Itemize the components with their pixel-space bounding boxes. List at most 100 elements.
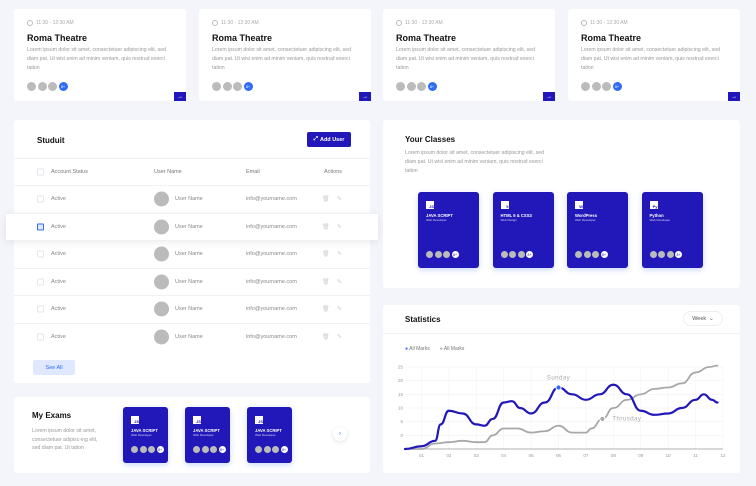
x-tick-label: 03 xyxy=(474,453,480,458)
see-all-button[interactable]: See All xyxy=(33,360,75,375)
avatar-group: 8+ xyxy=(500,251,533,258)
avatar xyxy=(649,251,657,258)
avatar xyxy=(434,251,442,258)
table-row[interactable]: Active User Name info@yourname.com 🗑 ✎ xyxy=(14,295,370,322)
edit-icon[interactable]: ✎ xyxy=(337,279,343,285)
table-row[interactable]: Active User Name info@yourname.com 🗑 ✎ xyxy=(14,240,370,267)
class-card[interactable]: JS JAVA SCRIPT Web Developer 8+ xyxy=(418,192,479,268)
series-line xyxy=(404,364,719,450)
class-card[interactable]: W WordPress Web Developer 8+ xyxy=(567,192,628,268)
exams-title: My Exams xyxy=(32,411,72,420)
event-card[interactable]: 11:30 - 12:30 AM Roma Theatre Lorem ipsu… xyxy=(14,9,186,101)
col-email: Email xyxy=(246,169,260,175)
edit-icon[interactable]: ✎ xyxy=(337,306,343,313)
more-count: 8+ xyxy=(451,251,459,258)
more-count: 8+ xyxy=(612,82,622,91)
row-checkbox[interactable] xyxy=(37,195,44,203)
class-name: JAVA SCRIPT xyxy=(131,428,158,433)
arrow-right-icon: → xyxy=(546,93,552,100)
class-subtitle: Web Developer xyxy=(649,218,671,222)
row-checkbox[interactable] xyxy=(37,250,44,258)
avatar xyxy=(212,82,221,91)
table-row[interactable]: Active User Name info@yourname.com 🗑 ✎ xyxy=(14,322,370,350)
class-card[interactable]: JS JAVA SCRIPT Web Developer 8+ xyxy=(185,407,230,463)
statistics-title: Statistics xyxy=(405,315,441,324)
x-tick-label: 09 xyxy=(638,453,644,458)
data-point xyxy=(599,415,606,423)
avatar-group: 8+ xyxy=(27,82,68,91)
col-actions: Actions xyxy=(324,169,343,175)
table-row[interactable]: Active User Name info@yourname.com 🗑 ✎ xyxy=(14,185,370,212)
next-button[interactable]: › xyxy=(333,427,347,441)
class-subtitle: Web Developer xyxy=(575,218,596,222)
x-tick-label: 08 xyxy=(611,453,617,458)
row-checkbox[interactable] xyxy=(37,278,44,285)
avatar xyxy=(154,219,169,234)
avatar-group: 8+ xyxy=(649,251,682,258)
period-dropdown[interactable]: Week ⌄ xyxy=(683,311,723,326)
delete-icon[interactable]: 🗑 xyxy=(322,251,330,258)
event-text: Lorem ipsum dolor sit amet, consectetuer… xyxy=(212,47,351,71)
js-logo-icon: JS xyxy=(193,416,201,424)
event-card[interactable]: 11:30 - 12:30 AM Roma Theatre Lorem ipsu… xyxy=(383,9,555,101)
col-username: User Name xyxy=(154,169,182,175)
delete-icon[interactable]: 🗑 xyxy=(322,224,330,230)
open-event-button[interactable]: → xyxy=(728,92,740,101)
delete-icon[interactable]: 🗑 xyxy=(322,334,330,340)
arrow-right-icon: → xyxy=(731,93,737,100)
class-subtitle: Web Developer xyxy=(255,433,276,437)
row-checkbox[interactable] xyxy=(37,223,44,230)
x-tick-label: 05 xyxy=(529,453,535,458)
status: Active xyxy=(51,196,66,202)
class-card[interactable]: 5 HTML 5 & CSS3 Web Design 8+ xyxy=(492,192,554,268)
classes-card: Your Classes Lorem ipsum dolor sit amet,… xyxy=(383,120,740,288)
avatar-group: 8+ xyxy=(575,251,608,258)
x-tick-label: 12 xyxy=(720,453,726,458)
delete-icon[interactable]: 🗑 xyxy=(322,196,330,203)
avatar xyxy=(602,82,611,91)
user-name: User Name xyxy=(175,306,203,312)
avatar xyxy=(131,446,138,453)
open-event-button[interactable]: → xyxy=(543,92,555,101)
delete-icon[interactable]: 🗑 xyxy=(322,306,330,313)
select-all-checkbox[interactable] xyxy=(37,168,44,176)
event-card[interactable]: 11:30 - 12:30 AM Roma Theatre Lorem ipsu… xyxy=(199,9,371,101)
more-count: 8+ xyxy=(526,251,533,258)
avatar xyxy=(154,301,169,317)
delete-icon[interactable]: 🗑 xyxy=(322,279,330,285)
legend-item: ● All Marks xyxy=(439,346,465,352)
avatar xyxy=(417,82,426,91)
add-user-button[interactable]: ⤢ Add User xyxy=(307,132,351,147)
avatar xyxy=(658,251,665,258)
row-checkbox[interactable] xyxy=(37,305,44,313)
event-card[interactable]: 11:30 - 12:30 AM Roma Theatre Lorem ipsu… xyxy=(568,9,740,101)
table-row[interactable]: Active User Name info@yourname.com 🗑 ✎ xyxy=(6,212,378,240)
status: Active xyxy=(51,278,66,285)
open-event-button[interactable]: → xyxy=(359,92,371,101)
table-row[interactable]: Active User Name info@yourname.com 🗑 ✎ xyxy=(14,267,370,295)
avatar xyxy=(154,274,169,289)
class-subtitle: Web Developer xyxy=(131,433,152,437)
edit-icon[interactable]: ✎ xyxy=(337,224,343,230)
avatar xyxy=(37,82,47,91)
more-count: 8+ xyxy=(218,446,226,453)
open-event-button[interactable]: → xyxy=(174,92,186,101)
classes-title: Your Classes xyxy=(405,135,456,144)
row-checkbox[interactable] xyxy=(37,333,44,340)
edit-icon[interactable]: ✎ xyxy=(337,251,343,258)
edit-icon[interactable]: ✎ xyxy=(337,334,343,340)
avatar xyxy=(154,246,169,262)
status: Active xyxy=(51,306,66,312)
avatar-group: 8+ xyxy=(212,82,253,91)
edit-icon[interactable]: ✎ xyxy=(337,196,343,203)
user-name: User Name xyxy=(175,251,203,257)
x-tick-label: 02 xyxy=(446,453,452,458)
js-logo-icon: JS xyxy=(426,201,434,209)
class-card[interactable]: JS JAVA SCRIPT Web Developer 8+ xyxy=(247,407,292,463)
avatar xyxy=(154,329,169,344)
class-subtitle: Web Developer xyxy=(426,218,447,222)
class-card[interactable]: JS JAVA SCRIPT Web Developer 8+ xyxy=(123,407,168,463)
class-card[interactable]: Py Python Web Developer 8+ xyxy=(641,192,703,268)
avatar xyxy=(426,251,433,258)
